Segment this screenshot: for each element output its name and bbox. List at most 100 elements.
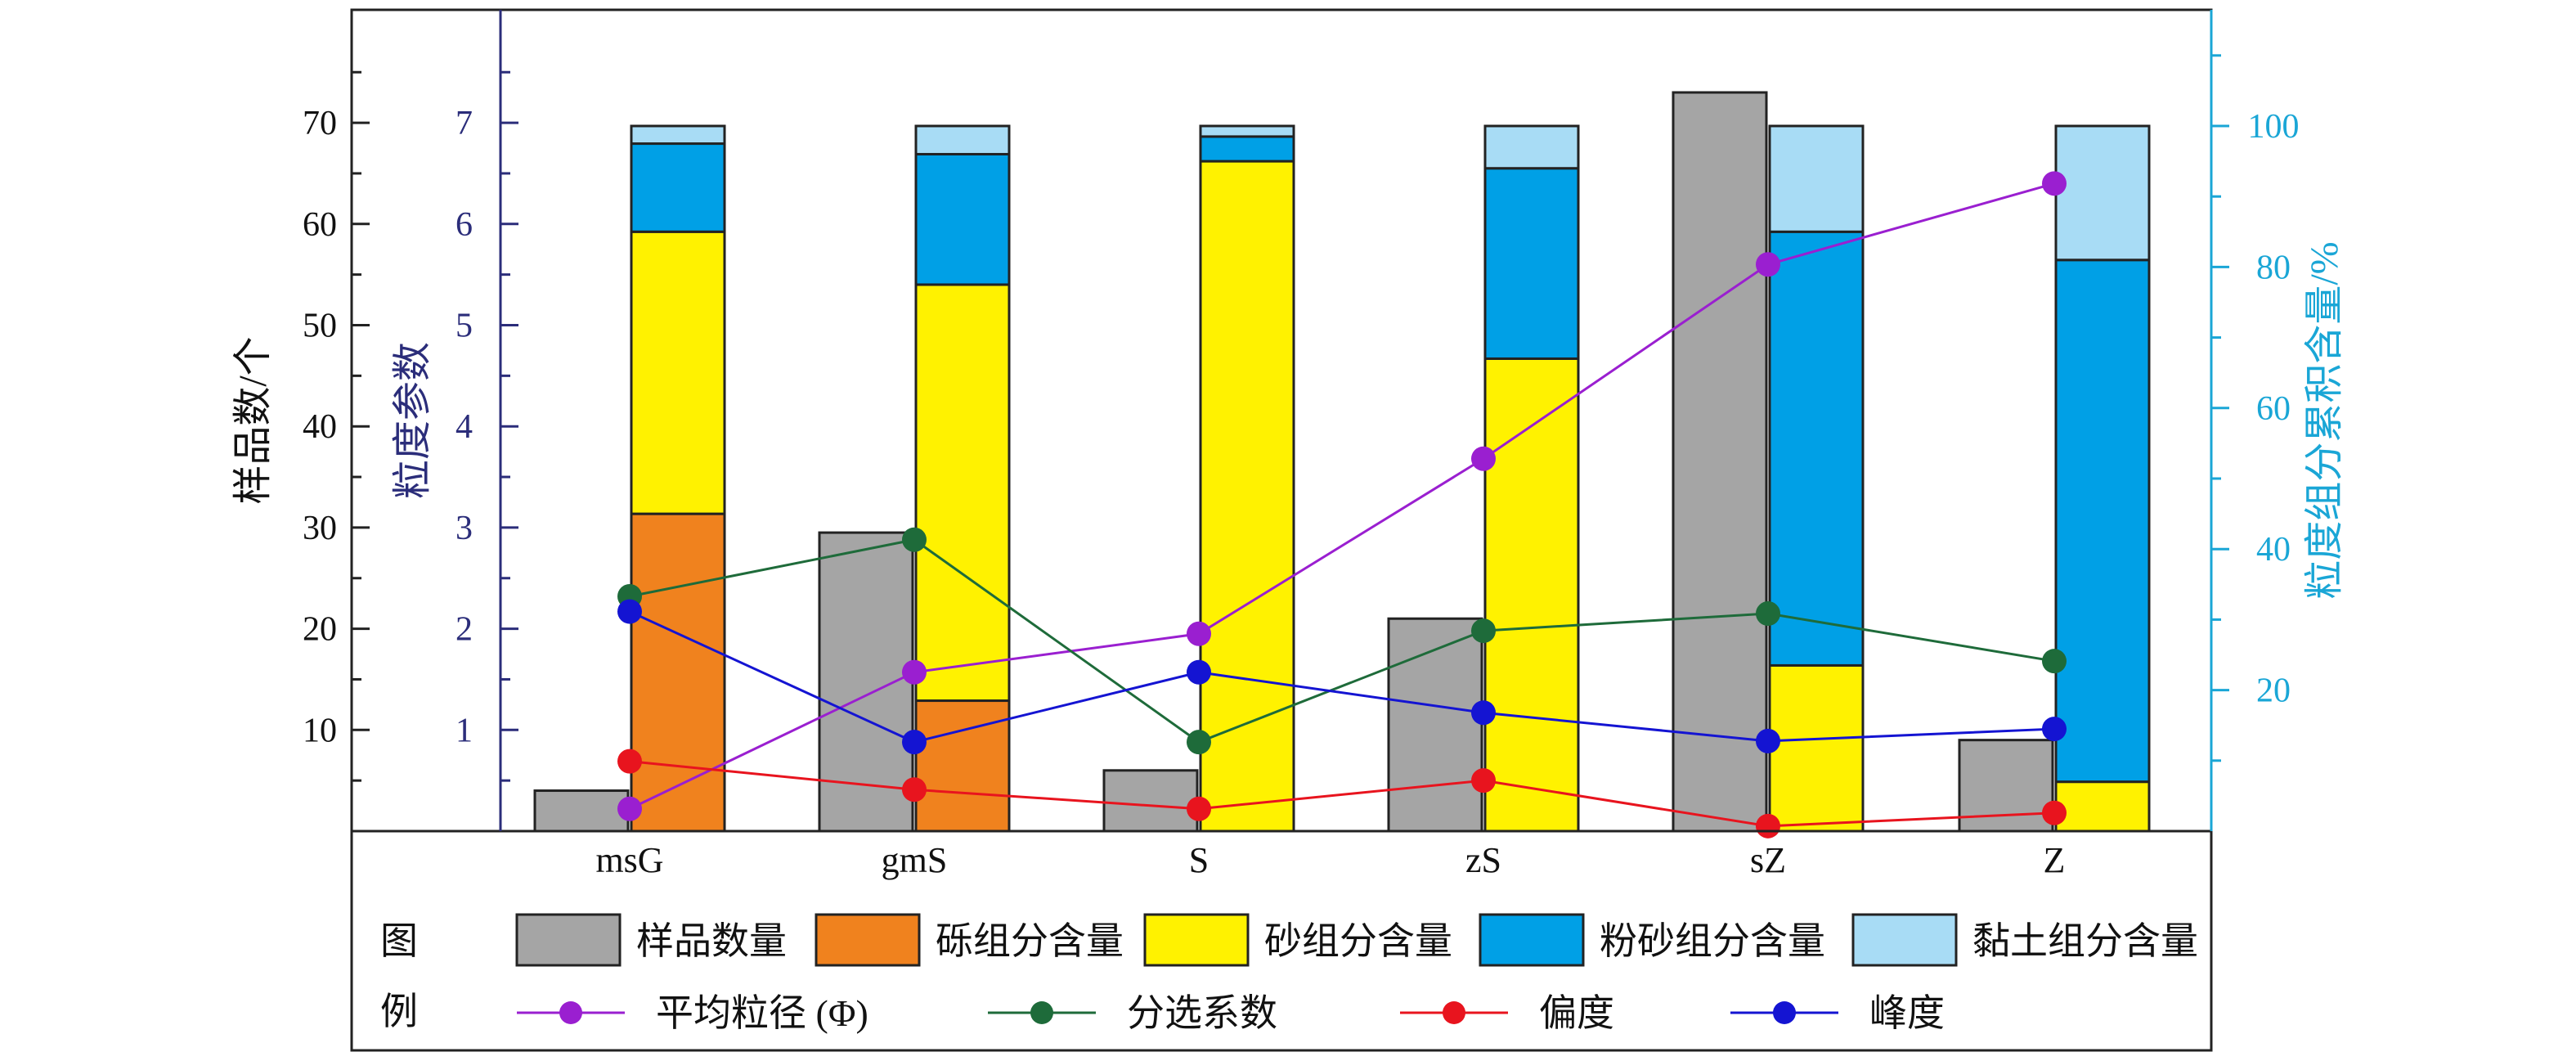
- left-inner-tick-label: 3: [456, 510, 473, 547]
- parameter-line: [629, 760, 2055, 828]
- right-tick-label: 60: [2256, 390, 2291, 428]
- legend-swatch: [515, 913, 622, 967]
- parameter-point: [1471, 446, 1496, 471]
- legend-label: 分选系数: [1127, 992, 1277, 1034]
- right-tick-label: 100: [2248, 108, 2300, 146]
- left-inner-tick-label: 7: [456, 105, 473, 142]
- component-segment: [1768, 663, 1865, 833]
- legend-heading: 图: [380, 920, 418, 962]
- component-segment: [630, 124, 726, 146]
- left-outer-tick-label: 10: [303, 712, 337, 749]
- component-segment: [914, 283, 1011, 703]
- component-segment: [1199, 124, 1295, 138]
- legend-swatch: [1143, 913, 1250, 967]
- component-segment: [2054, 259, 2151, 784]
- legend-label: 峰度: [1869, 992, 1945, 1034]
- plot-layer: [533, 91, 2151, 838]
- parameter-point: [1471, 618, 1496, 644]
- parameter-point: [2042, 649, 2067, 674]
- legend-label: 平均粒径 (Φ): [656, 992, 868, 1034]
- component-segment: [914, 699, 1011, 833]
- parameter-point: [617, 599, 642, 624]
- left-inner-axis-label: 粒度参数: [391, 342, 434, 499]
- left-inner-tick-label: 6: [456, 206, 473, 244]
- component-segment: [1483, 357, 1580, 833]
- category-label: sZ: [1750, 840, 1786, 880]
- legend-heading: 例: [380, 991, 418, 1032]
- left-inner-tick-label: 4: [456, 408, 473, 446]
- parameter-point: [902, 777, 927, 802]
- parameter-point: [1187, 796, 1211, 821]
- parameter-point: [1756, 601, 1780, 627]
- left-outer-tick-label: 20: [303, 611, 337, 649]
- right-tick-label: 80: [2256, 249, 2291, 286]
- component-segment: [1768, 230, 1865, 667]
- parameter-point: [1187, 730, 1211, 755]
- parameter-point: [1471, 768, 1496, 794]
- component-segment: [2054, 780, 2151, 833]
- parameter-point: [617, 796, 642, 821]
- category-label: Z: [2044, 840, 2066, 880]
- legend-label: 偏度: [1539, 992, 1614, 1034]
- parameter-point: [1187, 659, 1211, 685]
- sample-count-bar: [1672, 91, 1768, 833]
- parameter-point: [2042, 800, 2067, 825]
- left-inner-tick-label: 2: [456, 611, 473, 649]
- legend-marker: [1773, 1001, 1796, 1024]
- parameter-point: [902, 659, 927, 685]
- legend-label: 黏土组分含量: [1972, 920, 2198, 962]
- parameter-point: [1756, 728, 1780, 753]
- left-outer-axis-label: 样品数/个: [231, 336, 275, 504]
- sample-count-bar: [1387, 617, 1483, 833]
- axis-layer: 10 20 30 40 50 60 70 样品数/个 1 2 3 4 5 6 7 粒度参数 20 40 60 80 10…: [231, 8, 2346, 1052]
- legend-label: 砾组分含量: [936, 920, 1124, 962]
- legend-marker: [1030, 1001, 1053, 1024]
- category-label: zS: [1465, 840, 1501, 880]
- parameter-point: [1471, 700, 1496, 726]
- legend-marker: [1443, 1001, 1465, 1024]
- parameter-point: [1187, 621, 1211, 646]
- component-segment: [1768, 124, 1865, 233]
- sample-count-bar: [533, 789, 630, 833]
- component-segment: [2054, 124, 2151, 262]
- left-inner-tick-label: 1: [456, 712, 473, 749]
- legend-label: 粉砂组分含量: [1600, 920, 1825, 962]
- legend-swatch: [1479, 913, 1585, 967]
- parameter-point: [617, 749, 642, 774]
- parameter-point: [2042, 717, 2067, 742]
- parameter-point: [902, 730, 927, 755]
- component-segment: [1483, 124, 1580, 170]
- component-segment: [1483, 167, 1580, 360]
- left-outer-tick-label: 40: [303, 408, 337, 446]
- parameter-line: [629, 182, 2055, 811]
- component-segment: [914, 124, 1011, 155]
- legend-swatch: [1851, 913, 1958, 967]
- left-outer-tick-label: 60: [303, 206, 337, 244]
- right-tick-label: 20: [2256, 672, 2291, 710]
- category-label: gmS: [882, 840, 948, 880]
- component-segment: [1199, 135, 1295, 163]
- left-inner-tick-label: 5: [456, 308, 473, 345]
- sample-count-bar: [1102, 769, 1199, 833]
- component-segment: [630, 230, 726, 515]
- left-outer-tick-label: 50: [303, 308, 337, 345]
- legend-label: 样品数量: [636, 920, 787, 962]
- parameter-line: [629, 538, 2055, 744]
- parameter-point: [2042, 171, 2067, 196]
- right-axis-label: 粒度组分累积含量/%: [2303, 241, 2346, 599]
- parameter-point: [1756, 813, 1780, 838]
- component-segment: [630, 512, 726, 833]
- parameter-point: [1756, 252, 1780, 277]
- legend-label: 砂组分含量: [1264, 920, 1452, 962]
- legend-swatch: [815, 913, 921, 967]
- parameter-line: [629, 610, 2055, 744]
- sample-count-bar: [818, 531, 914, 833]
- category-label: msG: [595, 840, 663, 880]
- component-segment: [914, 152, 1011, 286]
- category-label: S: [1189, 840, 1209, 880]
- component-segment: [630, 142, 726, 233]
- left-outer-tick-label: 70: [303, 105, 337, 142]
